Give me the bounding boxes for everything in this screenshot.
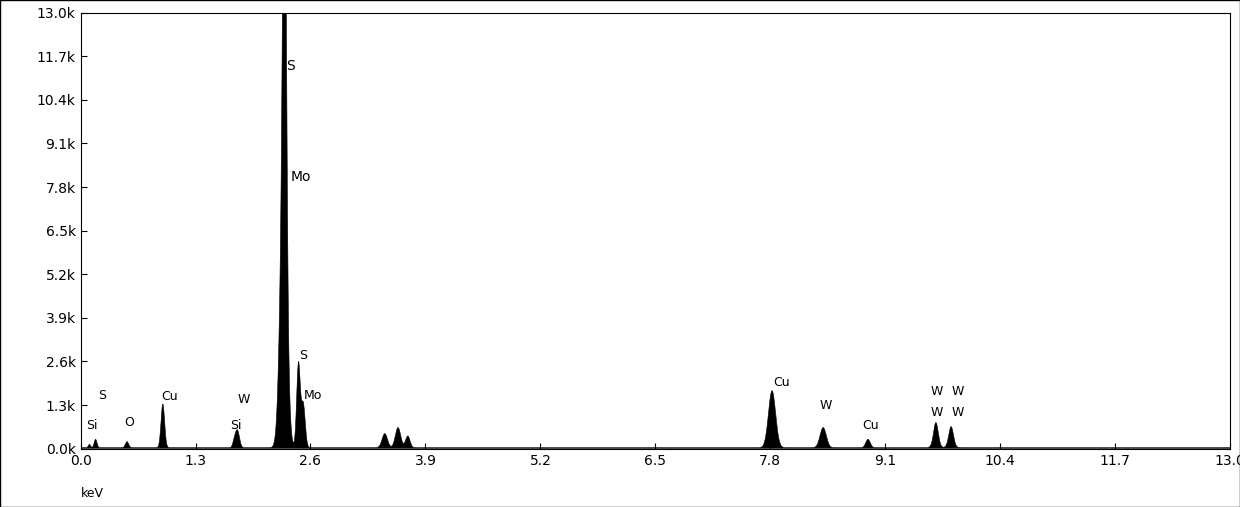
- Text: W: W: [820, 399, 832, 412]
- Text: S: S: [98, 389, 107, 403]
- Text: S: S: [299, 349, 308, 362]
- Text: W: W: [951, 385, 963, 397]
- Text: Si: Si: [86, 419, 98, 432]
- Text: S: S: [286, 59, 295, 73]
- Text: Mo: Mo: [304, 389, 322, 403]
- Text: Mo: Mo: [291, 170, 311, 184]
- Text: keV: keV: [81, 487, 104, 500]
- Text: W: W: [951, 406, 963, 418]
- Text: Cu: Cu: [773, 376, 790, 389]
- Text: W: W: [930, 385, 942, 397]
- Text: W: W: [238, 393, 250, 407]
- Text: Cu: Cu: [862, 419, 879, 432]
- Text: Cu: Cu: [161, 390, 177, 404]
- Text: W: W: [930, 406, 942, 418]
- Text: O: O: [124, 416, 134, 429]
- Text: Si: Si: [231, 419, 242, 432]
